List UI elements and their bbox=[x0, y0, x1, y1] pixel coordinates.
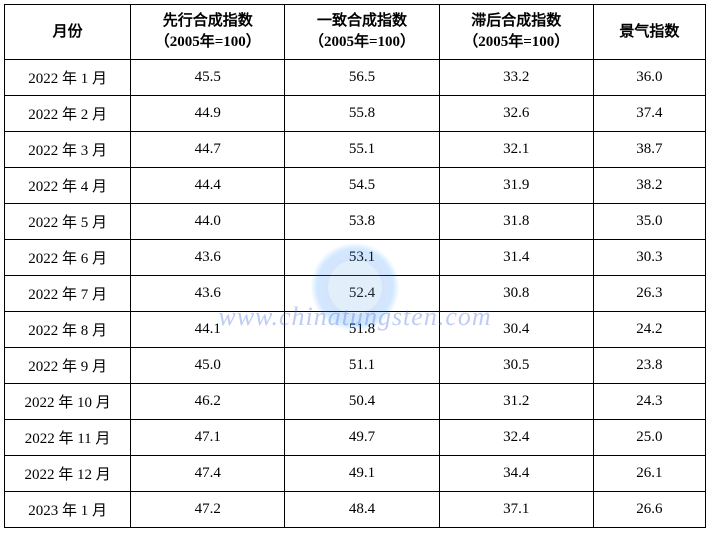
cell-value: 44.4 bbox=[131, 168, 285, 204]
cell-month: 2022 年 11 月 bbox=[5, 420, 131, 456]
cell-value: 45.0 bbox=[131, 348, 285, 384]
cell-value: 30.4 bbox=[439, 312, 593, 348]
header-leading-index-text: 先行合成指数（2005年=100） bbox=[155, 13, 261, 50]
header-lagging-index: 滞后合成指数（2005年=100） bbox=[439, 5, 593, 60]
cell-value: 55.8 bbox=[285, 96, 439, 132]
cell-value: 48.4 bbox=[285, 492, 439, 528]
cell-value: 53.1 bbox=[285, 240, 439, 276]
cell-month: 2022 年 9 月 bbox=[5, 348, 131, 384]
cell-value: 37.4 bbox=[593, 96, 705, 132]
cell-value: 26.6 bbox=[593, 492, 705, 528]
cell-month: 2022 年 8 月 bbox=[5, 312, 131, 348]
table-row: 2022 年 2 月44.955.832.637.4 bbox=[5, 96, 706, 132]
cell-value: 36.0 bbox=[593, 60, 705, 96]
cell-month: 2022 年 6 月 bbox=[5, 240, 131, 276]
cell-value: 54.5 bbox=[285, 168, 439, 204]
cell-value: 44.1 bbox=[131, 312, 285, 348]
cell-month: 2022 年 10 月 bbox=[5, 384, 131, 420]
cell-value: 32.6 bbox=[439, 96, 593, 132]
index-table-container: 月份 先行合成指数（2005年=100） 一致合成指数（2005年=100） 滞… bbox=[0, 0, 710, 532]
cell-value: 38.7 bbox=[593, 132, 705, 168]
cell-value: 37.1 bbox=[439, 492, 593, 528]
cell-month: 2022 年 4 月 bbox=[5, 168, 131, 204]
table-row: 2022 年 11 月47.149.732.425.0 bbox=[5, 420, 706, 456]
cell-value: 44.7 bbox=[131, 132, 285, 168]
cell-month: 2022 年 5 月 bbox=[5, 204, 131, 240]
cell-value: 30.3 bbox=[593, 240, 705, 276]
table-row: 2022 年 1 月45.556.533.236.0 bbox=[5, 60, 706, 96]
cell-value: 38.2 bbox=[593, 168, 705, 204]
index-table: 月份 先行合成指数（2005年=100） 一致合成指数（2005年=100） 滞… bbox=[4, 4, 706, 528]
table-row: 2022 年 12 月47.449.134.426.1 bbox=[5, 456, 706, 492]
cell-value: 47.4 bbox=[131, 456, 285, 492]
cell-value: 49.7 bbox=[285, 420, 439, 456]
cell-value: 30.5 bbox=[439, 348, 593, 384]
cell-value: 43.6 bbox=[131, 276, 285, 312]
cell-value: 23.8 bbox=[593, 348, 705, 384]
cell-value: 26.1 bbox=[593, 456, 705, 492]
cell-value: 31.4 bbox=[439, 240, 593, 276]
cell-month: 2023 年 1 月 bbox=[5, 492, 131, 528]
cell-value: 47.1 bbox=[131, 420, 285, 456]
table-row: 2023 年 1 月47.248.437.126.6 bbox=[5, 492, 706, 528]
cell-value: 55.1 bbox=[285, 132, 439, 168]
table-row: 2022 年 5 月44.053.831.835.0 bbox=[5, 204, 706, 240]
cell-value: 24.3 bbox=[593, 384, 705, 420]
cell-value: 26.3 bbox=[593, 276, 705, 312]
cell-value: 56.5 bbox=[285, 60, 439, 96]
cell-month: 2022 年 7 月 bbox=[5, 276, 131, 312]
header-leading-index: 先行合成指数（2005年=100） bbox=[131, 5, 285, 60]
table-row: 2022 年 3 月44.755.132.138.7 bbox=[5, 132, 706, 168]
cell-value: 24.2 bbox=[593, 312, 705, 348]
header-lagging-index-text: 滞后合成指数（2005年=100） bbox=[463, 13, 569, 50]
cell-value: 32.1 bbox=[439, 132, 593, 168]
cell-month: 2022 年 3 月 bbox=[5, 132, 131, 168]
cell-value: 35.0 bbox=[593, 204, 705, 240]
cell-value: 34.4 bbox=[439, 456, 593, 492]
cell-value: 25.0 bbox=[593, 420, 705, 456]
cell-value: 52.4 bbox=[285, 276, 439, 312]
cell-value: 47.2 bbox=[131, 492, 285, 528]
cell-value: 49.1 bbox=[285, 456, 439, 492]
cell-value: 43.6 bbox=[131, 240, 285, 276]
cell-value: 51.8 bbox=[285, 312, 439, 348]
table-row: 2022 年 8 月44.151.830.424.2 bbox=[5, 312, 706, 348]
cell-value: 45.5 bbox=[131, 60, 285, 96]
table-row: 2022 年 6 月43.653.131.430.3 bbox=[5, 240, 706, 276]
cell-value: 46.2 bbox=[131, 384, 285, 420]
cell-value: 33.2 bbox=[439, 60, 593, 96]
cell-value: 51.1 bbox=[285, 348, 439, 384]
table-row: 2022 年 10 月46.250.431.224.3 bbox=[5, 384, 706, 420]
cell-value: 31.9 bbox=[439, 168, 593, 204]
cell-value: 50.4 bbox=[285, 384, 439, 420]
header-climate-index: 景气指数 bbox=[593, 5, 705, 60]
table-row: 2022 年 4 月44.454.531.938.2 bbox=[5, 168, 706, 204]
table-body: 2022 年 1 月45.556.533.236.02022 年 2 月44.9… bbox=[5, 60, 706, 528]
cell-value: 31.8 bbox=[439, 204, 593, 240]
cell-value: 44.9 bbox=[131, 96, 285, 132]
cell-value: 31.2 bbox=[439, 384, 593, 420]
cell-value: 53.8 bbox=[285, 204, 439, 240]
table-header-row: 月份 先行合成指数（2005年=100） 一致合成指数（2005年=100） 滞… bbox=[5, 5, 706, 60]
cell-value: 44.0 bbox=[131, 204, 285, 240]
cell-value: 30.8 bbox=[439, 276, 593, 312]
header-month: 月份 bbox=[5, 5, 131, 60]
header-coincident-index: 一致合成指数（2005年=100） bbox=[285, 5, 439, 60]
cell-month: 2022 年 12 月 bbox=[5, 456, 131, 492]
cell-value: 32.4 bbox=[439, 420, 593, 456]
cell-month: 2022 年 2 月 bbox=[5, 96, 131, 132]
table-row: 2022 年 9 月45.051.130.523.8 bbox=[5, 348, 706, 384]
header-coincident-index-text: 一致合成指数（2005年=100） bbox=[309, 13, 415, 50]
table-row: 2022 年 7 月43.652.430.826.3 bbox=[5, 276, 706, 312]
cell-month: 2022 年 1 月 bbox=[5, 60, 131, 96]
